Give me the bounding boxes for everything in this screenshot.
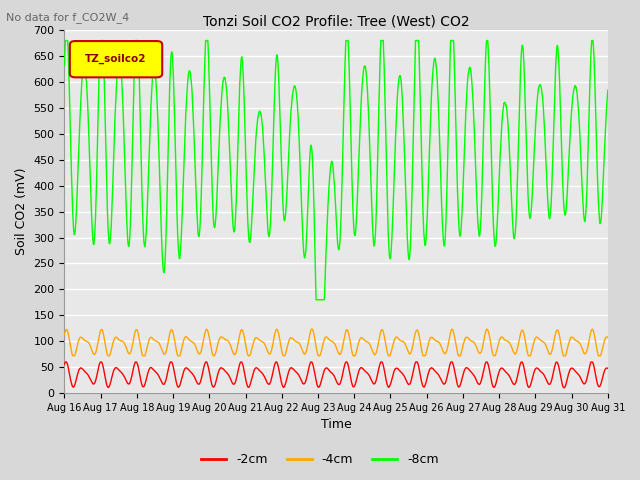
- Title: Tonzi Soil CO2 Profile: Tree (West) CO2: Tonzi Soil CO2 Profile: Tree (West) CO2: [203, 15, 469, 29]
- X-axis label: Time: Time: [321, 419, 351, 432]
- Legend: -2cm, -4cm, -8cm: -2cm, -4cm, -8cm: [196, 448, 444, 471]
- FancyBboxPatch shape: [70, 41, 162, 77]
- Text: No data for f_CO2W_4: No data for f_CO2W_4: [6, 12, 130, 23]
- Text: TZ_soilco2: TZ_soilco2: [85, 54, 147, 64]
- Y-axis label: Soil CO2 (mV): Soil CO2 (mV): [15, 168, 28, 255]
